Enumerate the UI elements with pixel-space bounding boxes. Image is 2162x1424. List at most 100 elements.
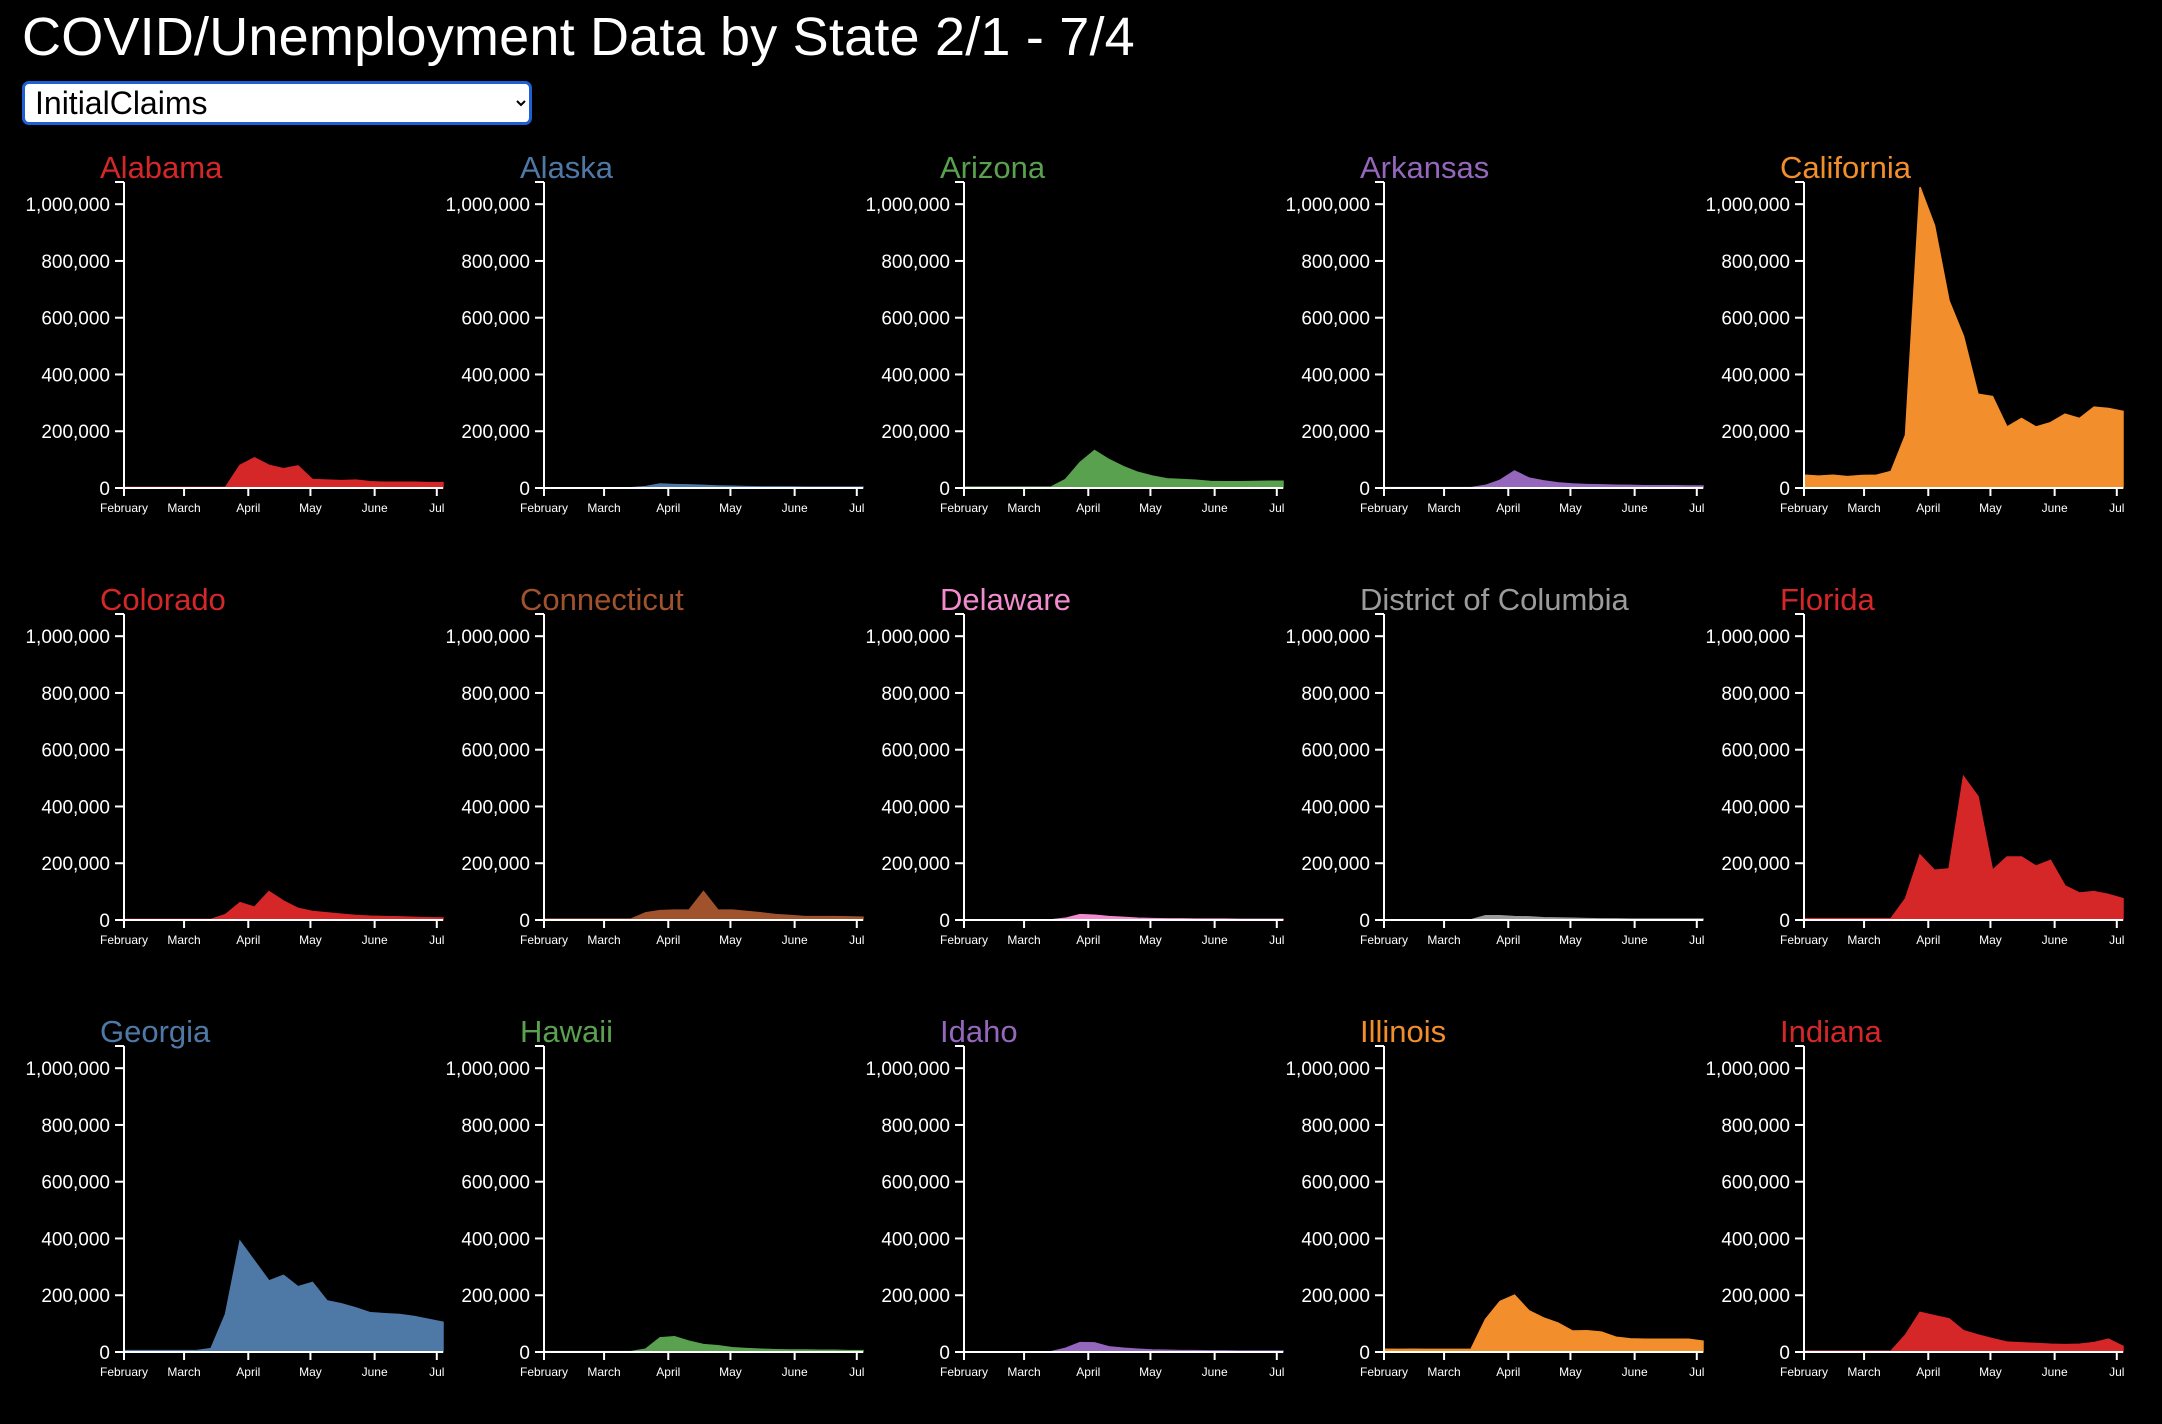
- x-tick-label: March: [1427, 933, 1460, 947]
- state-area-chart: 0 200,000 400,000 600,000 800,000 1,000,000 Fe…: [25, 181, 444, 515]
- x-tick-label: February: [520, 501, 568, 515]
- area-series: [963, 449, 1284, 489]
- y-tick-label: 800,000: [461, 684, 530, 705]
- x-tick-label: Jul: [2109, 933, 2124, 947]
- state-area-chart: 0 200,000 400,000 600,000 800,000 1,000,000 Fe…: [445, 181, 864, 515]
- y-tick-label: 200,000: [881, 854, 950, 875]
- state-panel: District of Columbia 0 200,000 400,000 600,0…: [1260, 582, 1704, 992]
- y-tick-label: 400,000: [1301, 365, 1370, 386]
- metric-select[interactable]: InitialClaims: [22, 81, 532, 125]
- x-tick-label: Jul: [1269, 501, 1284, 515]
- x-tick-label: June: [1202, 501, 1228, 515]
- y-tick-label: 600,000: [1301, 309, 1370, 330]
- area-series: [1803, 1311, 2124, 1353]
- y-tick-label: 1,000,000: [25, 627, 110, 648]
- x-tick-label: February: [1780, 1365, 1828, 1379]
- area-series: [963, 1341, 1284, 1353]
- y-tick-label: 400,000: [41, 365, 110, 386]
- state-area-chart: 0 200,000 400,000 600,000 800,000 1,000,000 Fe…: [1285, 1045, 1704, 1379]
- state-name: Arizona: [940, 150, 1046, 185]
- x-tick-label: Jul: [849, 501, 864, 515]
- y-tick-label: 600,000: [1301, 741, 1370, 762]
- y-tick-label: 1,000,000: [1705, 1059, 1790, 1080]
- x-tick-label: May: [1979, 501, 2002, 515]
- state-name: Delaware: [940, 582, 1071, 617]
- y-tick-label: 0: [99, 479, 110, 500]
- area-series: [123, 457, 444, 489]
- x-tick-label: March: [1427, 501, 1460, 515]
- x-tick-label: June: [2042, 933, 2068, 947]
- state-name: Georgia: [100, 1014, 211, 1049]
- x-tick-label: June: [362, 1365, 388, 1379]
- y-tick-label: 0: [1359, 911, 1370, 932]
- y-tick-label: 400,000: [41, 797, 110, 818]
- y-tick-label: 1,000,000: [445, 627, 530, 648]
- y-tick-label: 800,000: [461, 252, 530, 273]
- area-series: [1803, 186, 2124, 489]
- x-tick-label: March: [1007, 933, 1040, 947]
- x-tick-label: March: [587, 501, 620, 515]
- x-tick-label: Jul: [849, 933, 864, 947]
- y-tick-label: 0: [939, 1343, 950, 1364]
- x-tick-label: March: [167, 501, 200, 515]
- x-tick-label: Jul: [1689, 933, 1704, 947]
- y-tick-label: 200,000: [461, 854, 530, 875]
- state-area-chart: 0 200,000 400,000 600,000 800,000 1,000,000 Fe…: [1705, 181, 2124, 515]
- state-panel: Illinois 0 200,000 400,000 600,000 800,000 1,0…: [1260, 1014, 1704, 1424]
- y-tick-label: 0: [1359, 479, 1370, 500]
- y-tick-label: 400,000: [1721, 797, 1790, 818]
- x-tick-label: June: [782, 933, 808, 947]
- y-tick-label: 600,000: [461, 309, 530, 330]
- y-tick-label: 600,000: [1721, 309, 1790, 330]
- y-tick-label: 1,000,000: [1705, 195, 1790, 216]
- y-tick-label: 0: [939, 479, 950, 500]
- y-tick-label: 0: [1779, 479, 1790, 500]
- x-tick-label: Jul: [429, 933, 444, 947]
- x-tick-label: April: [656, 501, 680, 515]
- x-tick-label: March: [1847, 933, 1880, 947]
- y-tick-label: 0: [519, 911, 530, 932]
- y-tick-label: 400,000: [1721, 1229, 1790, 1250]
- x-tick-label: February: [1780, 501, 1828, 515]
- y-tick-label: 400,000: [1721, 365, 1790, 386]
- x-tick-label: June: [782, 1365, 808, 1379]
- state-panel: Hawaii 0 200,000 400,000 600,000 800,000 1,000…: [420, 1014, 864, 1424]
- x-tick-label: April: [656, 933, 680, 947]
- state-area-chart: 0 200,000 400,000 600,000 800,000 1,000,000 Fe…: [25, 1045, 444, 1379]
- x-tick-label: April: [1496, 1365, 1520, 1379]
- x-tick-label: June: [2042, 1365, 2068, 1379]
- x-tick-label: February: [1360, 501, 1408, 515]
- state-panel: Idaho 0 200,000 400,000 600,000 800,000 1,000,…: [840, 1014, 1284, 1424]
- y-tick-label: 600,000: [1721, 741, 1790, 762]
- x-tick-label: May: [719, 933, 742, 947]
- x-tick-label: April: [236, 933, 260, 947]
- x-tick-label: February: [1780, 933, 1828, 947]
- state-name: Florida: [1780, 582, 1875, 617]
- x-tick-label: April: [236, 1365, 260, 1379]
- y-tick-label: 0: [1779, 911, 1790, 932]
- y-tick-label: 1,000,000: [865, 627, 950, 648]
- state-name: Indiana: [1780, 1014, 1882, 1049]
- state-area-chart: 0 200,000 400,000 600,000 800,000 1,000,000 Fe…: [1285, 181, 1704, 515]
- y-tick-label: 800,000: [461, 1116, 530, 1137]
- y-tick-label: 200,000: [41, 422, 110, 443]
- x-tick-label: April: [1916, 501, 1940, 515]
- x-tick-label: March: [1007, 1365, 1040, 1379]
- x-tick-label: April: [1496, 501, 1520, 515]
- x-tick-label: June: [362, 501, 388, 515]
- x-tick-label: February: [100, 933, 148, 947]
- y-tick-label: 600,000: [41, 309, 110, 330]
- y-tick-label: 200,000: [1301, 1286, 1370, 1307]
- x-tick-label: April: [236, 501, 260, 515]
- x-tick-label: February: [520, 1365, 568, 1379]
- x-tick-label: March: [1847, 501, 1880, 515]
- x-tick-label: May: [1559, 933, 1582, 947]
- x-tick-label: February: [100, 501, 148, 515]
- state-area-chart: 0 200,000 400,000 600,000 800,000 1,000,000 Fe…: [865, 613, 1284, 947]
- x-tick-label: April: [656, 1365, 680, 1379]
- x-tick-label: April: [1076, 501, 1100, 515]
- x-tick-label: March: [1007, 501, 1040, 515]
- state-name: California: [1780, 150, 1911, 185]
- y-tick-label: 800,000: [881, 1116, 950, 1137]
- area-series: [123, 890, 444, 921]
